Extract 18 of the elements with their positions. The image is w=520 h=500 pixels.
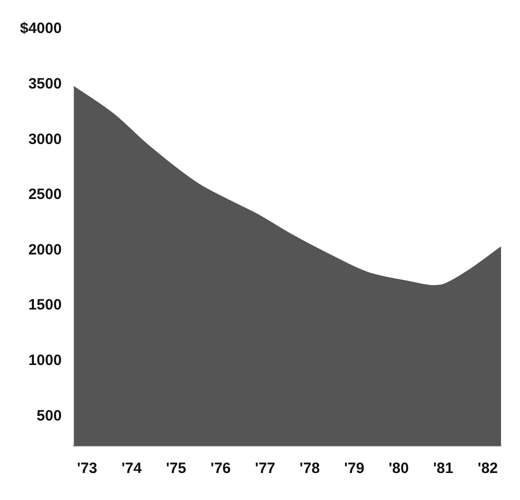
y-tick-label: 500 [36, 407, 62, 424]
x-tick-label: '78 [300, 460, 320, 478]
y-tick-label: 2500 [28, 186, 62, 204]
y-tick-label: $4000 [20, 20, 62, 38]
x-tick-label: '75 [166, 460, 186, 478]
x-tick-label: '82 [478, 460, 498, 478]
y-tick-label: 2000 [28, 241, 62, 258]
x-tick-label: '76 [210, 460, 231, 478]
x-tick-label: '81 [433, 460, 454, 478]
y-tick-label: 3000 [28, 130, 62, 148]
x-tick-label: '77 [255, 460, 276, 478]
x-tick-label: '80 [388, 460, 409, 478]
y-tick-label: 1000 [28, 352, 62, 369]
y-tick-label: 3500 [28, 75, 62, 92]
x-tick-label: '79 [344, 460, 364, 478]
y-tick-label: 1500 [28, 296, 62, 314]
x-tick-label: '73 [76, 460, 98, 478]
x-tick-label: '74 [121, 460, 142, 478]
